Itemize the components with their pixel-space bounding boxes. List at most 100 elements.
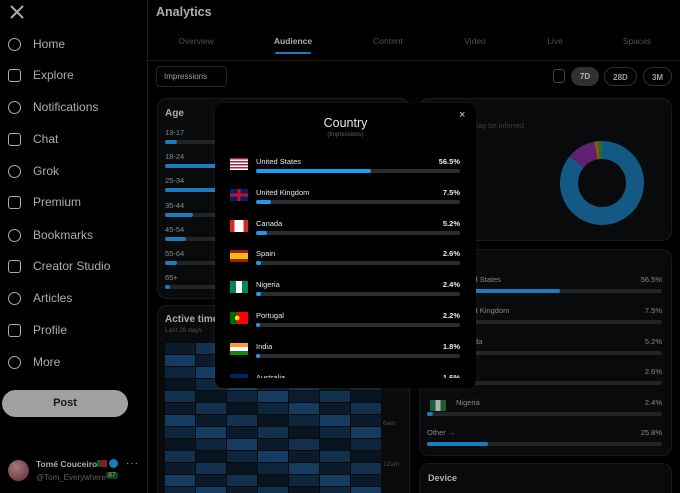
nav-item[interactable]: More xyxy=(33,355,61,369)
card-subtitle: Last 28 days xyxy=(165,327,202,334)
country-value: 7.5% xyxy=(644,305,662,315)
nav-item[interactable]: Premium xyxy=(33,195,82,209)
heatmap-cell xyxy=(289,463,319,474)
nav-icon[interactable] xyxy=(8,38,21,51)
modal-share: 1.6% xyxy=(442,372,460,378)
modal-close[interactable]: × xyxy=(459,109,466,121)
nav-icon[interactable] xyxy=(8,101,21,114)
age-label: 18-24 xyxy=(165,152,185,162)
modal-country: Canada xyxy=(256,218,283,228)
heatmap-cell xyxy=(196,343,226,354)
range-button[interactable]: 28D xyxy=(604,67,637,86)
donut-chart xyxy=(560,141,644,225)
account-menu[interactable]: ··· xyxy=(126,458,139,469)
modal-bar xyxy=(256,169,372,173)
other-value: 25.8% xyxy=(640,428,662,437)
nav-item[interactable]: Notifications xyxy=(33,100,99,114)
nav-item[interactable]: Home xyxy=(33,37,66,51)
nav-item[interactable]: Creator Studio xyxy=(33,259,111,273)
heatmap-cell xyxy=(351,451,381,462)
heatmap-cell xyxy=(258,403,288,414)
nav-icon[interactable] xyxy=(8,196,21,209)
country-value: 56.5% xyxy=(640,275,662,284)
user-name: Tomé Couceiro xyxy=(36,459,98,469)
hour-label: 6am xyxy=(383,420,396,427)
modal-bar xyxy=(256,292,261,297)
nav-item[interactable]: Articles xyxy=(33,291,73,305)
calendar-button[interactable] xyxy=(553,69,565,83)
donut-segment xyxy=(569,141,598,168)
x-logo[interactable] xyxy=(9,4,25,20)
tab[interactable]: Video xyxy=(464,36,486,46)
heatmap-cell xyxy=(196,391,226,402)
heatmap-cell xyxy=(165,451,195,462)
nav-item[interactable]: Profile xyxy=(33,323,68,337)
tab[interactable]: Audience xyxy=(273,36,313,46)
age-bar xyxy=(165,212,194,217)
nav-icon[interactable] xyxy=(8,356,21,369)
modal-country: United Kingdom xyxy=(256,187,310,197)
heatmap-cell xyxy=(165,439,195,450)
nav-icon[interactable] xyxy=(8,229,21,242)
heatmap-cell xyxy=(320,391,350,402)
heatmap-cell xyxy=(289,451,319,462)
nav-item[interactable]: Bookmarks xyxy=(33,228,94,242)
modal-track xyxy=(256,230,460,235)
heatmap-cell xyxy=(320,451,350,462)
nav-item[interactable]: Chat xyxy=(33,132,59,146)
modal-share: 2.2% xyxy=(442,311,460,320)
age-bar xyxy=(165,236,187,241)
heatmap-cell xyxy=(165,463,195,474)
tab[interactable]: Content xyxy=(373,36,403,46)
heatmap-cell xyxy=(320,439,350,450)
modal-flag xyxy=(230,342,248,355)
modal-share: 1.8% xyxy=(442,341,460,351)
heatmap-cell xyxy=(227,487,257,493)
nav-item[interactable]: Grok xyxy=(33,164,60,178)
avatar[interactable] xyxy=(8,460,29,481)
heatmap-cell xyxy=(289,475,319,486)
country-value: 5.2% xyxy=(644,336,662,346)
modal-bar xyxy=(256,353,260,358)
metric-dropdown[interactable]: Impressions ⌄ xyxy=(156,66,227,87)
heatmap-cell xyxy=(289,427,319,438)
metric-label: Impressions xyxy=(164,72,208,81)
post-button[interactable]: Post xyxy=(2,390,128,417)
verified-badge xyxy=(109,459,118,468)
nav-icon[interactable] xyxy=(8,292,21,305)
heatmap-cell xyxy=(289,487,319,493)
card-title: Device xyxy=(428,473,458,483)
country-modal: × Country (Impressions) United States 56.5% U… xyxy=(215,103,476,388)
modal-track xyxy=(256,261,460,266)
range-button[interactable]: 7D xyxy=(571,67,599,86)
nav-icon[interactable] xyxy=(8,260,21,273)
modal-share: 7.5% xyxy=(442,187,460,197)
heatmap-cell xyxy=(258,487,288,493)
heatmap-cell xyxy=(258,439,288,450)
age-bar xyxy=(165,140,177,144)
nav-icon[interactable] xyxy=(8,69,21,82)
modal-flag xyxy=(230,250,248,263)
other-track xyxy=(427,442,662,446)
tab[interactable]: Spaces xyxy=(622,36,652,46)
heatmap-cell xyxy=(165,367,195,378)
user-badge: 87 xyxy=(106,472,118,479)
nav-icon[interactable] xyxy=(8,133,21,146)
range-button[interactable]: 3M xyxy=(643,67,672,86)
modal-country: Australia xyxy=(256,372,286,378)
nav-item[interactable]: Explore xyxy=(33,68,74,82)
modal-title: Country xyxy=(323,116,368,130)
nav-icon[interactable] xyxy=(8,165,21,178)
heatmap-cell xyxy=(258,451,288,462)
heatmap-cell xyxy=(320,403,350,414)
modal-flag xyxy=(230,312,248,324)
tab[interactable]: Overview xyxy=(178,36,214,46)
modal-country: United States xyxy=(256,157,302,166)
heatmap-cell xyxy=(351,391,381,402)
tab[interactable]: Live xyxy=(547,36,563,46)
heatmap-cell xyxy=(320,427,350,438)
modal-flag xyxy=(230,219,248,232)
nav-icon[interactable] xyxy=(8,324,21,337)
modal-track xyxy=(256,292,460,297)
age-label: 65+ xyxy=(165,273,178,283)
